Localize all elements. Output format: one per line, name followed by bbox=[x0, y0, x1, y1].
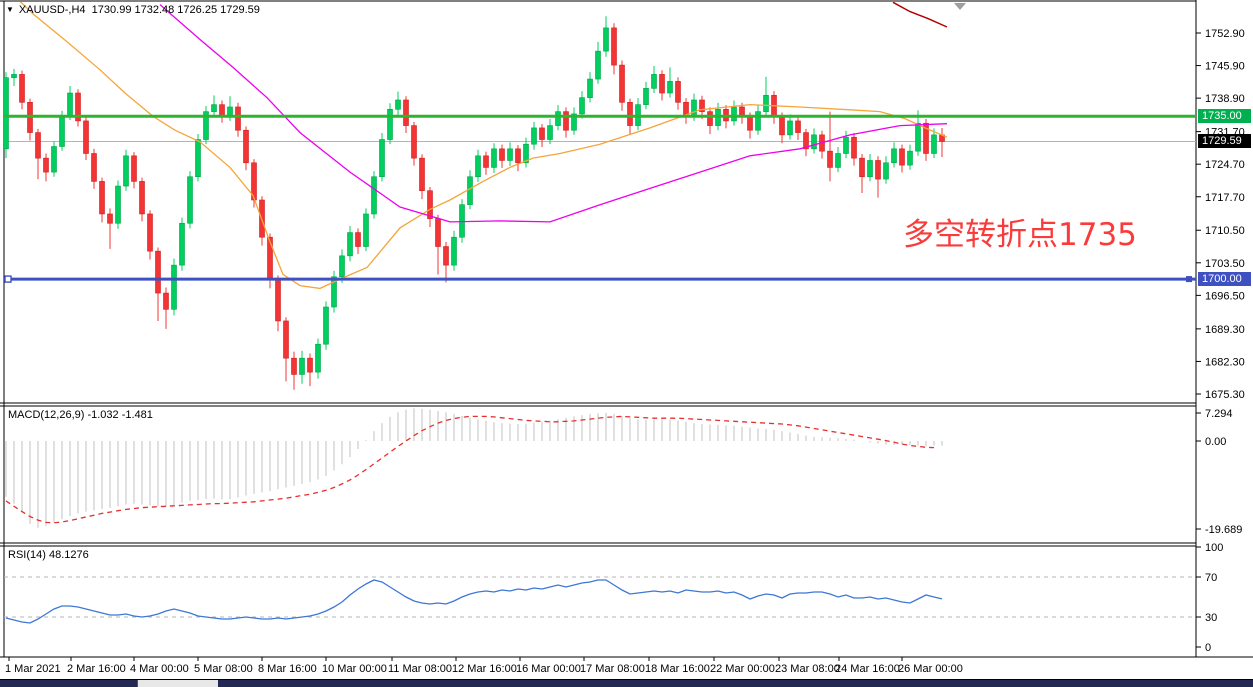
time-tick-label: 22 Mar 00:00 bbox=[710, 663, 775, 675]
symbol-label: XAUUSD-,H4 bbox=[18, 4, 86, 16]
bottom-bar-segment bbox=[0, 680, 137, 687]
time-tick-label: 2 Mar 16:00 bbox=[67, 663, 126, 675]
time-tick-label: 16 Mar 00:00 bbox=[516, 663, 581, 675]
chart-header: ▼ XAUUSD-,H4 1730.99 1732.48 1726.25 1729… bbox=[6, 4, 260, 16]
macd-tick-label: 0.00 bbox=[1205, 436, 1226, 448]
hline-handle[interactable] bbox=[4, 275, 12, 283]
price-tick-label: 1717.70 bbox=[1205, 192, 1245, 204]
price-tick-label: 1696.50 bbox=[1205, 290, 1245, 302]
time-tick-label: 23 Mar 08:00 bbox=[775, 663, 840, 675]
bottom-bar bbox=[0, 679, 1253, 687]
rsi-tick-label: 0 bbox=[1205, 642, 1211, 654]
price-tick-label: 1710.50 bbox=[1205, 225, 1245, 237]
price-badge-support[interactable]: 1700.00 bbox=[1198, 272, 1251, 286]
price-tick-label: 1682.30 bbox=[1205, 356, 1245, 368]
bottom-bar-segment[interactable] bbox=[137, 680, 220, 687]
ma-long-line bbox=[892, 2, 948, 28]
rsi-tick-label: 100 bbox=[1205, 542, 1223, 554]
price-tick-label: 1703.50 bbox=[1205, 258, 1245, 270]
price-tick-label: 1738.90 bbox=[1205, 93, 1245, 105]
hline-handle[interactable] bbox=[1186, 276, 1192, 283]
macd-axis: 7.294 0.00 -19.689 bbox=[1196, 408, 1242, 536]
macd-pane[interactable] bbox=[5, 408, 943, 528]
time-tick-label: 17 Mar 08:00 bbox=[580, 663, 645, 675]
time-tick-label: 26 Mar 00:00 bbox=[898, 663, 963, 675]
time-tick-label: 1 Mar 2021 bbox=[5, 663, 61, 675]
ma-fast-line bbox=[19, 2, 948, 290]
ma-slow-line bbox=[159, 4, 948, 223]
rsi-tick-label: 70 bbox=[1205, 572, 1217, 584]
rsi-axis: 100 70 30 0 bbox=[1196, 542, 1223, 654]
macd-tick-label: -19.689 bbox=[1205, 524, 1242, 536]
time-tick-label: 10 Mar 00:00 bbox=[322, 663, 387, 675]
price-tick-label: 1689.30 bbox=[1205, 324, 1245, 336]
price-badge-resistance[interactable]: 1735.00 bbox=[1198, 109, 1251, 123]
time-tick-label: 4 Mar 00:00 bbox=[130, 663, 189, 675]
time-tick-label: 18 Mar 16:00 bbox=[645, 663, 710, 675]
rsi-indicator-label: RSI(14) 48.1276 bbox=[8, 549, 89, 561]
macd-indicator-label: MACD(12,26,9) -1.032 -1.481 bbox=[8, 409, 153, 421]
bottom-bar-segment bbox=[218, 680, 1253, 687]
price-tick-label: 1724.70 bbox=[1205, 159, 1245, 171]
chart-shift-marker-icon[interactable] bbox=[954, 3, 966, 10]
horizontal-levels[interactable] bbox=[4, 114, 1196, 283]
price-tick-label: 1752.90 bbox=[1205, 28, 1245, 40]
price-tick-label: 1745.90 bbox=[1205, 61, 1245, 73]
price-badge-current: 1729.59 bbox=[1198, 134, 1251, 148]
ohlc-values: 1730.99 1732.48 1726.25 1729.59 bbox=[91, 4, 260, 16]
symbol-dropdown-icon[interactable]: ▼ bbox=[6, 5, 14, 14]
time-axis: 1 Mar 2021 2 Mar 16:00 4 Mar 00:00 5 Mar 08… bbox=[5, 657, 963, 675]
trend-annotation-text: 多空转折点1735 bbox=[903, 217, 1137, 253]
price-tick-label: 1675.30 bbox=[1205, 389, 1245, 401]
time-tick-label: 5 Mar 08:00 bbox=[194, 663, 253, 675]
main-price-pane[interactable] bbox=[4, 0, 1197, 390]
rsi-pane[interactable] bbox=[4, 576, 1196, 624]
time-tick-label: 24 Mar 16:00 bbox=[835, 663, 900, 675]
time-tick-label: 11 Mar 08:00 bbox=[388, 663, 452, 675]
pane-borders bbox=[0, 0, 1253, 658]
price-axis: 1752.901745.901738.901731.701724.701717.… bbox=[1196, 28, 1245, 401]
rsi-tick-label: 30 bbox=[1205, 612, 1217, 624]
time-tick-label: 12 Mar 16:00 bbox=[452, 663, 517, 675]
candles-layer bbox=[4, 16, 945, 390]
time-tick-label: 8 Mar 16:00 bbox=[258, 663, 317, 675]
macd-tick-label: 7.294 bbox=[1205, 408, 1233, 420]
